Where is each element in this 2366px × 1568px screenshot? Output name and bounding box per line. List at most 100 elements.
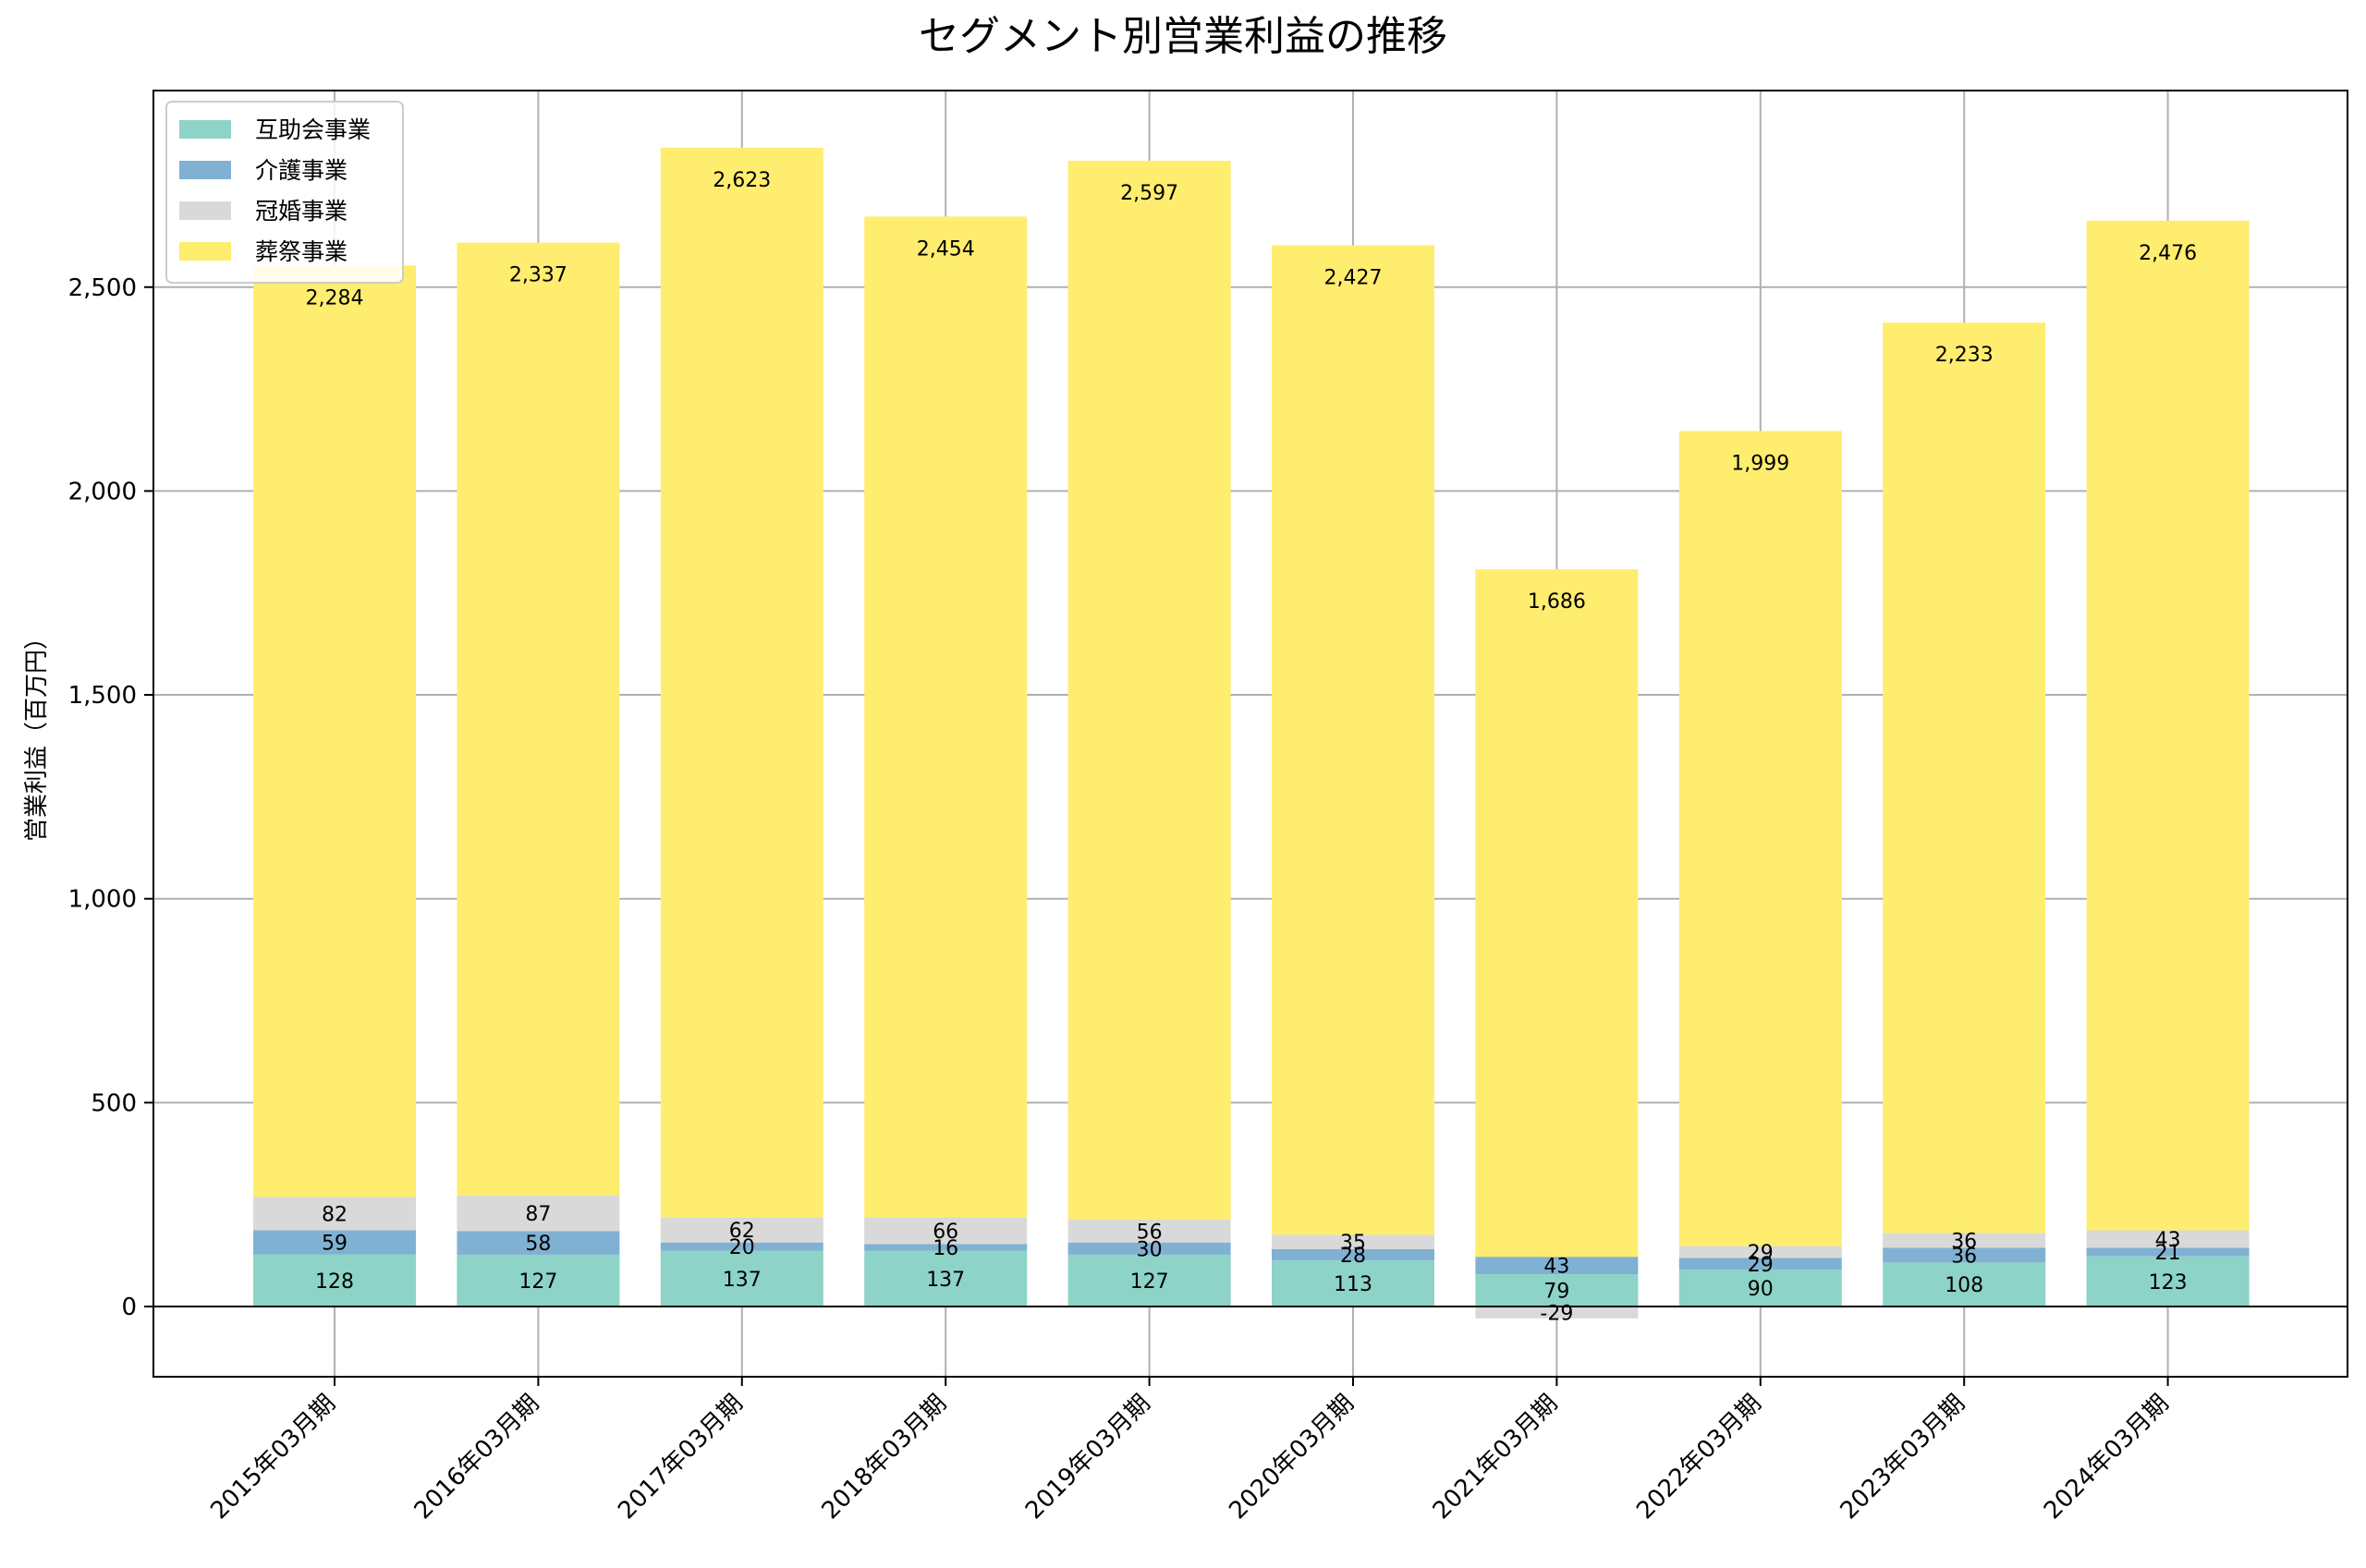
bar-segment	[1272, 1248, 1434, 1261]
legend-label: 介護事業	[255, 157, 348, 184]
bar-value-label: 137	[723, 1269, 762, 1292]
y-axis-label: 営業利益（百万円）	[23, 626, 51, 842]
chart-title: セグメント別営業利益の推移	[919, 13, 1447, 60]
y-tick-label: 1,000	[68, 886, 137, 914]
x-tick-label: 2021年03月期	[1428, 1390, 1564, 1525]
bar-value-label: 2,337	[509, 264, 567, 287]
x-tick-label: 2016年03月期	[409, 1390, 545, 1525]
bar-segment	[1475, 1274, 1639, 1307]
bar-value-label: 66	[933, 1221, 958, 1244]
y-tick-label: 1,500	[68, 682, 137, 710]
bar-segment	[1883, 1247, 2046, 1263]
bar-value-label: 20	[729, 1236, 755, 1259]
x-tick-label: 2015年03月期	[205, 1390, 341, 1525]
bar-segment	[1678, 431, 1842, 1246]
bar-segment	[1883, 1262, 2046, 1307]
bar-segment	[660, 1250, 823, 1307]
bar-segment	[2086, 220, 2250, 1231]
bar-segment	[1272, 1260, 1434, 1307]
bar-segment	[2086, 1230, 2250, 1248]
x-tick-label: 2022年03月期	[1631, 1390, 1767, 1525]
bar-value-label: 1,999	[1731, 453, 1789, 476]
bar-value-label: 21	[2155, 1242, 2181, 1265]
bar-value-label: 1,686	[1528, 590, 1586, 614]
legend-swatch	[179, 242, 231, 261]
bar-value-label: 113	[1334, 1273, 1372, 1296]
bar-segment	[253, 1230, 416, 1255]
legend-label: 互助会事業	[255, 116, 371, 143]
bar-value-label: 29	[1748, 1254, 1774, 1277]
legend-box	[165, 101, 404, 284]
bar-segment	[864, 1250, 1028, 1307]
bar-value-label: 82	[322, 1203, 348, 1226]
bar-segment	[1067, 1242, 1231, 1255]
bar-value-label: 127	[518, 1270, 557, 1294]
legend-swatch	[179, 201, 231, 220]
bar-value-label: 59	[322, 1232, 348, 1255]
y-tick-label: 0	[121, 1294, 137, 1321]
bar-segment	[1067, 160, 1231, 1221]
data-labels: 128 127 137 137 127 113 79 90 108 123 59 58 20 16 30 28…	[306, 169, 2198, 1326]
x-tick-label: 2017年03月期	[613, 1390, 749, 1525]
bar-value-label: 2,427	[1324, 266, 1383, 289]
bar-value-label: 2,597	[1120, 182, 1178, 205]
bar-value-label: 29	[1748, 1242, 1774, 1265]
plot-frame	[152, 90, 2348, 1378]
bar-value-label: 2,233	[1935, 344, 1994, 367]
bar-value-label: 2,476	[2139, 242, 2197, 265]
bar-segment	[253, 1254, 416, 1307]
legend-label: 葬祭事業	[255, 238, 348, 265]
bar-segment	[864, 1244, 1028, 1251]
bars	[253, 147, 2250, 1319]
y-tick-label: 2,500	[68, 274, 137, 302]
bar-value-label: 108	[1945, 1274, 1983, 1297]
bar-segment	[1272, 245, 1434, 1235]
bar-value-label: 62	[729, 1220, 755, 1243]
bar-segment	[1678, 1246, 1842, 1258]
x-tick-label: 2020年03月期	[1224, 1390, 1360, 1525]
bar-segment	[1678, 1270, 1842, 1307]
bar-value-label: 90	[1748, 1278, 1774, 1301]
legend-label: 冠婚事業	[255, 198, 348, 225]
x-tick-label: 2019年03月期	[1020, 1390, 1156, 1525]
x-tick-label: 2024年03月期	[2039, 1390, 2175, 1525]
bar-segment	[1475, 569, 1639, 1258]
bar-value-label: 36	[1951, 1231, 1977, 1254]
bar-segment	[253, 1197, 416, 1231]
bar-value-label: 30	[1137, 1238, 1163, 1261]
bar-segment	[1272, 1234, 1434, 1249]
bar-value-label: 127	[1130, 1270, 1169, 1294]
x-tick-label: 2023年03月期	[1835, 1390, 1971, 1525]
bar-segment	[864, 1217, 1028, 1245]
bar-value-label: 58	[525, 1233, 551, 1256]
legend-swatch	[179, 161, 231, 179]
bar-value-label: 36	[1951, 1245, 1977, 1268]
bar-segment	[1475, 1307, 1639, 1319]
y-tick-label: 2,000	[68, 478, 137, 505]
bar-segment	[2086, 1247, 2250, 1257]
bar-segment	[1883, 322, 2046, 1234]
bar-segment	[1067, 1254, 1231, 1307]
bar-value-label: 16	[933, 1237, 958, 1260]
bar-value-label: 2,284	[306, 286, 364, 310]
bar-segment	[457, 1231, 620, 1255]
bar-value-label: 28	[1340, 1245, 1366, 1268]
bar-segment	[2086, 1256, 2250, 1307]
y-tick-label: 500	[91, 1089, 137, 1117]
bar-segment	[253, 265, 416, 1197]
x-tick-label: 2018年03月期	[817, 1390, 953, 1525]
bar-segment	[1678, 1258, 1842, 1270]
bar-segment	[457, 242, 620, 1196]
bar-value-label: 2,454	[917, 237, 975, 261]
bar-value-label: 2,623	[713, 169, 771, 192]
bar-value-label: 123	[2149, 1271, 2188, 1295]
bar-segment	[660, 147, 823, 1218]
bar-segment	[660, 1242, 823, 1251]
bar-value-label: 128	[315, 1270, 354, 1294]
bar-value-label: 43	[2155, 1229, 2181, 1252]
bar-segment	[864, 216, 1028, 1218]
bar-segment	[1883, 1233, 2046, 1248]
bar-segment	[457, 1195, 620, 1232]
